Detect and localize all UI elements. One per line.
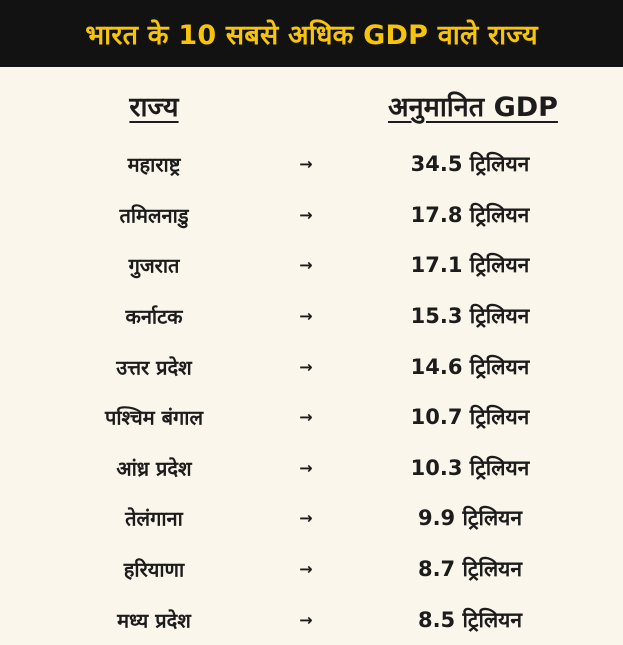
page-title: भारत के 10 सबसे अधिक GDP वाले राज्य [85, 20, 538, 51]
state-name: गुजरात [128, 253, 180, 278]
arrow-right-icon: → [299, 508, 313, 528]
column-header-gdp: अनुमानित GDP [388, 92, 558, 123]
header-bar: भारत के 10 सबसे अधिक GDP वाले राज्य [0, 0, 623, 67]
arrow-right-icon: → [299, 407, 313, 427]
state-name: तमिलनाडु [119, 203, 189, 228]
table-row: गुजरात → 17.1 ट्रिलियन [0, 240, 623, 291]
gdp-value: 8.7 ट्रिलियन [417, 557, 523, 582]
state-name: पश्चिम बंगाल [104, 405, 204, 430]
gdp-value: 15.3 ट्रिलियन [410, 304, 530, 329]
arrow-right-icon: → [299, 610, 313, 630]
state-name: उत्तर प्रदेश [116, 355, 192, 380]
table-row: कर्नाटक → 15.3 ट्रिलियन [0, 291, 623, 342]
arrow-right-icon: → [299, 559, 313, 579]
gdp-value: 14.6 ट्रिलियन [410, 354, 530, 379]
table-row: तेलंगाना → 9.9 ट्रिलियन [0, 493, 623, 544]
state-name: महाराष्ट्र [127, 152, 181, 177]
gdp-value: 10.3 ट्रिलियन [410, 455, 530, 480]
gdp-value: 17.8 ट्रिलियन [410, 202, 530, 227]
table-rows: महाराष्ट्र → 34.5 ट्रिलियन तमिलनाडु → 17… [0, 139, 623, 645]
state-name: तेलंगाना [125, 506, 183, 531]
arrow-right-icon: → [299, 205, 313, 225]
state-name: हरियाणा [123, 557, 185, 582]
gdp-value: 17.1 ट्रिलियन [410, 253, 530, 278]
gdp-value: 8.5 ट्रिलियन [417, 607, 523, 632]
arrow-right-icon: → [299, 255, 313, 275]
arrow-right-icon: → [299, 458, 313, 478]
gdp-table: राज्य अनुमानित GDP महाराष्ट्र → 34.5 ट्र… [0, 67, 623, 636]
state-name: मध्य प्रदेश [117, 608, 191, 633]
column-header-state: राज्य [129, 92, 179, 123]
gdp-value: 9.9 ट्रिलियन [417, 506, 523, 531]
table-row: पश्चिम बंगाल → 10.7 ट्रिलियन [0, 392, 623, 443]
arrow-right-icon: → [299, 306, 313, 326]
gdp-value: 10.7 ट्रिलियन [410, 405, 530, 430]
table-row: उत्तर प्रदेश → 14.6 ट्रिलियन [0, 341, 623, 392]
column-headers: राज्य अनुमानित GDP [0, 87, 623, 127]
arrow-right-icon: → [299, 357, 313, 377]
table-row: हरियाणा → 8.7 ट्रिलियन [0, 544, 623, 595]
arrow-right-icon: → [299, 154, 313, 174]
table-row: तमिलनाडु → 17.8 ट्रिलियन [0, 190, 623, 241]
table-row: मध्य प्रदेश → 8.5 ट्रिलियन [0, 594, 623, 645]
table-row: महाराष्ट्र → 34.5 ट्रिलियन [0, 139, 623, 190]
state-name: आंध्र प्रदेश [116, 456, 192, 481]
table-row: आंध्र प्रदेश → 10.3 ट्रिलियन [0, 443, 623, 494]
state-name: कर्नाटक [125, 304, 183, 329]
gdp-value: 34.5 ट्रिलियन [410, 152, 530, 177]
